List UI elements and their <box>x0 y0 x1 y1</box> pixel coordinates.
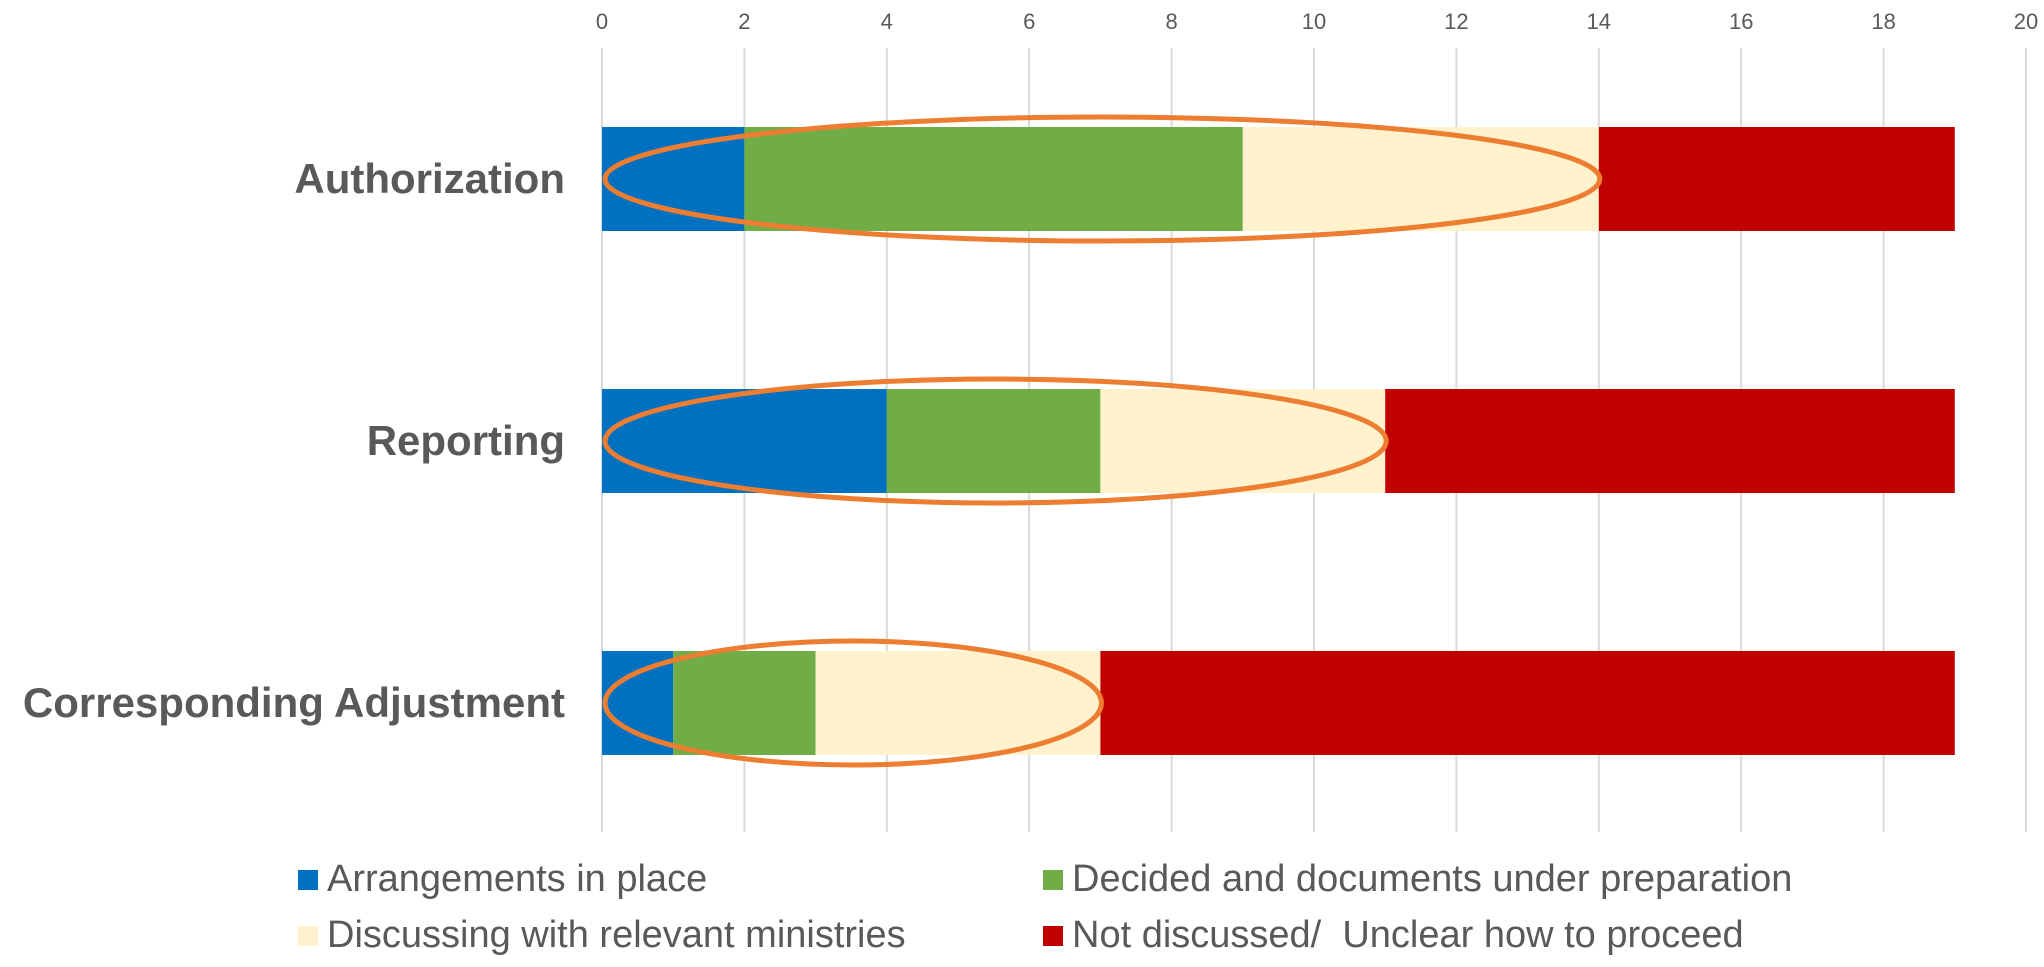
x-tick-label: 10 <box>1302 9 1326 34</box>
x-tick-label: 2 <box>738 9 750 34</box>
bar-segment <box>1242 127 1599 231</box>
bar-segment <box>1385 389 1955 493</box>
legend-label: Discussing with relevant ministries <box>327 914 906 956</box>
legend-label: Arrangements in place <box>327 858 708 900</box>
bar-segment <box>1100 651 1955 755</box>
legend-item: Arrangements in place <box>298 858 707 901</box>
x-tick-label: 4 <box>881 9 893 34</box>
bar-segment <box>602 389 887 493</box>
x-tick-label: 0 <box>596 9 608 34</box>
chart-legend: Arrangements in place Decided and documen… <box>0 858 2044 967</box>
highlight-ellipse <box>602 638 1104 768</box>
x-tick-label: 18 <box>1871 9 1895 34</box>
bar-segment <box>886 389 1101 493</box>
legend-swatch <box>1043 869 1063 890</box>
bar-segment <box>1598 127 1955 231</box>
x-tick-label: 20 <box>2014 9 2038 34</box>
bar-segment <box>602 651 674 755</box>
legend-item: Not discussed/ Unclear how to proceed <box>1043 914 1744 957</box>
legend-swatch <box>298 925 318 946</box>
bar-segment <box>602 127 745 231</box>
legend-swatch <box>298 869 318 890</box>
highlight-ellipse <box>602 114 1603 244</box>
x-tick-label: 8 <box>1165 9 1177 34</box>
highlight-ellipse <box>602 376 1389 506</box>
legend-swatch <box>1043 925 1063 946</box>
x-tick-label: 16 <box>1729 9 1753 34</box>
category-label: Reporting <box>367 417 565 464</box>
chart-plot: 0 2 4 6 8 10 12 14 16 18 20 Authorization Reporting C… <box>23 9 2038 832</box>
legend-item: Decided and documents under preparation <box>1043 858 1792 901</box>
bar-segment <box>673 651 816 755</box>
bar-segment <box>1100 389 1386 493</box>
legend-label: Not discussed/ Unclear how to proceed <box>1072 914 1744 956</box>
x-tick-label: 6 <box>1023 9 1035 34</box>
bar-segment <box>744 127 1243 231</box>
category-label: Corresponding Adjustment <box>23 679 565 726</box>
x-tick-label: 14 <box>1587 9 1611 34</box>
x-tick-label: 12 <box>1444 9 1468 34</box>
legend-label: Decided and documents under preparation <box>1072 858 1793 900</box>
legend-item: Discussing with relevant ministries <box>298 914 906 957</box>
category-label: Authorization <box>294 155 565 202</box>
